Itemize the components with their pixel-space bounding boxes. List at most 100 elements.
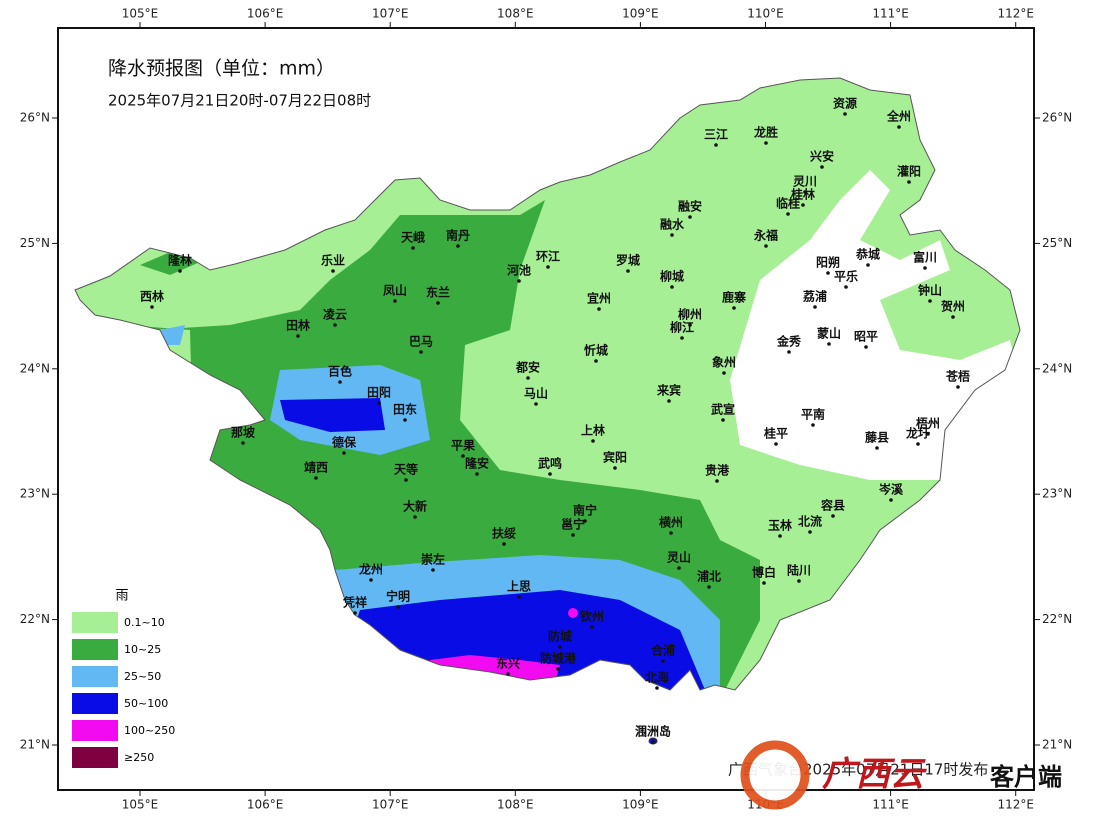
city-dot	[431, 568, 435, 572]
city-dot	[827, 342, 831, 346]
city-dot	[764, 141, 768, 145]
city-dot	[338, 380, 342, 384]
city-label: 武宣	[711, 402, 735, 417]
city-label: 蒙山	[817, 326, 841, 341]
map-subtitle: 2025年07月21日20时-07月22日08时	[108, 92, 371, 110]
city-label: 贺州	[940, 299, 965, 314]
city-dot	[461, 454, 465, 458]
city-label: 横州	[659, 515, 683, 530]
city-dot	[546, 265, 550, 269]
city-label: 罗城	[616, 253, 640, 268]
legend-swatch	[72, 639, 118, 660]
city-label: 荔浦	[802, 289, 827, 304]
city-dot	[808, 530, 812, 534]
logo: 广西云	[822, 755, 927, 795]
legend-label: 25~50	[124, 670, 161, 683]
lon-tick-label: 107°E	[372, 7, 409, 21]
city-dot	[801, 203, 805, 207]
city-label: 田林	[286, 318, 310, 333]
city-label: 柳城	[660, 269, 684, 284]
city-dot	[803, 190, 807, 194]
city-label: 北海	[645, 670, 669, 685]
city-dot	[774, 442, 778, 446]
city-label: 凤山	[383, 283, 407, 298]
city-label: 南丹	[446, 228, 470, 243]
lat-tick-label: 22°N	[20, 612, 50, 626]
city-dot	[787, 350, 791, 354]
city-dot	[677, 566, 681, 570]
city-dot	[951, 315, 955, 319]
city-label: 扶绥	[492, 526, 516, 541]
city-dot	[797, 579, 801, 583]
city-label: 南宁	[573, 503, 597, 518]
city-label: 恭城	[855, 247, 880, 262]
city-label: 凌云	[323, 307, 347, 322]
city-label: 上林	[581, 423, 605, 438]
city-dot	[875, 446, 879, 450]
city-label: 宾阳	[603, 450, 627, 465]
city-dot	[534, 402, 538, 406]
city-label: 田阳	[367, 385, 391, 400]
city-label: 防城	[548, 629, 572, 644]
city-label: 河池	[506, 263, 531, 278]
lat-tick-label: 24°N	[1042, 361, 1072, 375]
city-label: 合浦	[651, 643, 675, 658]
city-label: 陆川	[787, 563, 811, 578]
city-dot	[353, 611, 357, 615]
city-dot	[241, 441, 245, 445]
legend-label: 50~100	[124, 697, 168, 710]
city-label: 百色	[328, 364, 352, 379]
city-dot	[897, 125, 901, 129]
city-label: 东兴	[496, 656, 520, 671]
city-dot	[548, 472, 552, 476]
city-label: 西林	[140, 289, 164, 304]
city-dot	[506, 672, 510, 676]
city-dot	[670, 233, 674, 237]
city-dot	[688, 323, 692, 327]
city-dot	[613, 466, 617, 470]
city-dot	[762, 581, 766, 585]
city-dot	[517, 595, 521, 599]
city-label: 靖西	[304, 460, 328, 475]
legend-label: 0.1~10	[124, 616, 165, 629]
city-label: 全州	[886, 109, 911, 124]
city-label: 环江	[536, 249, 560, 264]
city-dot	[811, 423, 815, 427]
city-label: 平果	[451, 439, 475, 453]
city-dot	[778, 534, 782, 538]
city-label: 钦州	[580, 609, 604, 624]
legend-label: ≥250	[124, 751, 154, 764]
city-dot	[502, 542, 506, 546]
city-dot	[667, 399, 671, 403]
city-dot	[916, 442, 920, 446]
city-label: 金秀	[776, 334, 802, 349]
map-title: 降水预报图（单位：mm）	[108, 58, 335, 80]
city-dot	[926, 432, 930, 436]
ticks: 105°E 105°E 106°E 106°E 107°E 107°E 108°E 108°E…	[20, 7, 1073, 812]
lat-tick-label: 24°N	[20, 361, 50, 375]
city-label: 上思	[507, 579, 531, 594]
city-label: 隆林	[168, 253, 192, 268]
city-dot	[296, 334, 300, 338]
lon-tick-label: 106°E	[247, 7, 284, 21]
city-dot	[393, 299, 397, 303]
city-label: 资源	[833, 96, 857, 111]
lon-tick-label: 106°E	[247, 798, 284, 812]
city-dot	[590, 625, 594, 629]
city-label: 龙胜	[754, 125, 778, 140]
city-dot	[688, 215, 692, 219]
city-label: 富川	[913, 250, 937, 265]
city-dot	[594, 359, 598, 363]
lon-tick-label: 112°E	[997, 7, 1034, 21]
lat-tick-label: 25°N	[1042, 236, 1072, 250]
city-label: 藤县	[864, 430, 889, 445]
lon-tick-label: 110°E	[747, 7, 784, 21]
city-label: 防城港	[540, 651, 577, 666]
city-label: 都安	[515, 360, 540, 375]
city-dot	[928, 299, 932, 303]
area-heavy-rainstorm	[568, 608, 578, 618]
lat-tick-label: 23°N	[1042, 487, 1072, 501]
city-dot	[178, 269, 182, 273]
city-dot	[150, 305, 154, 309]
